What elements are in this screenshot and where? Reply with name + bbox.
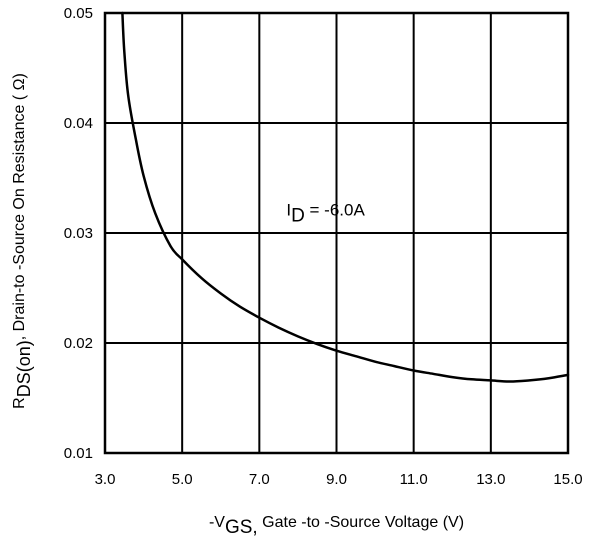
x-tick-label: 9.0 [326,471,347,488]
x-tick-label: 11.0 [400,471,428,488]
y-tick-label: 0.02 [64,335,93,352]
id-annotation-rest: = -6.0A [305,200,366,219]
y-tick-label: 0.01 [64,445,93,462]
id-annotation-prefix: I [286,200,291,219]
x-tick-label: 13.0 [476,471,505,488]
y-tick-label: 0.04 [64,115,93,132]
y-tick-label: 0.03 [64,225,93,242]
grid [105,13,568,453]
x-tick-labels: 3.0 5.0 7.0 9.0 11.0 13.0 15.0 [95,471,583,488]
x-axis-label-rest: Gate -to -Source Voltage (V) [258,514,464,531]
y-axis-label: RDS(on), Drain-to -Source On Resistance … [11,73,34,409]
y-axis-label-rest: , Drain-to -Source On Resistance ( Ω) [11,73,28,340]
x-axis-label-sub: GS, [225,517,258,538]
y-tick-labels: 0.01 0.02 0.03 0.04 0.05 [64,5,93,462]
x-axis-label-prefix: -V [209,514,225,531]
plot-border [103,11,570,455]
rds-on-curve [121,11,570,383]
x-tick-label: 15.0 [553,471,582,488]
x-tick-label: 7.0 [249,471,270,488]
id-annotation-sub: D [291,205,305,226]
y-axis-label-prefix: R [11,397,28,409]
x-axis-label: -VGS, Gate -to -Source Voltage (V) [209,514,464,538]
x-tick-label: 5.0 [172,471,193,488]
y-tick-label: 0.05 [64,5,93,22]
y-axis-label-sub: DS(on) [14,340,34,397]
id-annotation: ID = -6.0A [286,200,365,226]
x-tick-label: 3.0 [95,471,116,488]
